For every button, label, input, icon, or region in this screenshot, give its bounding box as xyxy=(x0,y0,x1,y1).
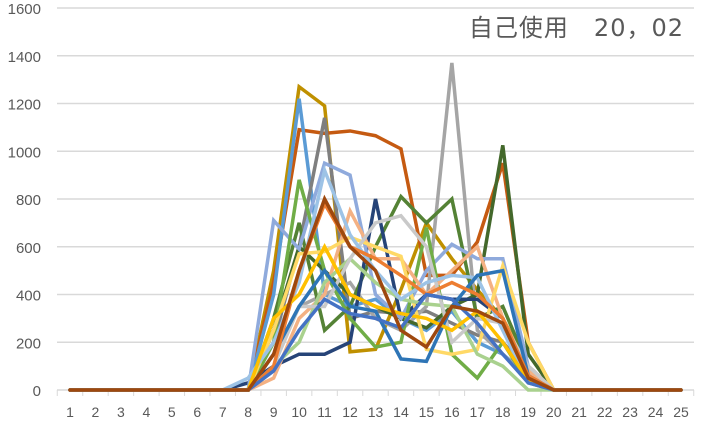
y-tick-label: 400 xyxy=(16,288,41,305)
x-tick-label: 10 xyxy=(291,404,307,420)
x-tick-label: 1 xyxy=(66,404,74,420)
x-tick-label: 15 xyxy=(419,404,435,420)
series-lines xyxy=(68,62,683,392)
x-tick-label: 11 xyxy=(317,404,332,420)
x-tick-label: 3 xyxy=(117,404,125,420)
series-line xyxy=(68,62,683,392)
x-tick-label: 8 xyxy=(244,404,252,420)
x-tick-label: 22 xyxy=(597,404,613,420)
x-tick-label: 20 xyxy=(546,404,562,420)
y-tick-label: 1400 xyxy=(8,49,41,66)
y-tick-label: 0 xyxy=(33,383,41,400)
x-tick-label: 18 xyxy=(495,404,511,420)
x-tick-label: 17 xyxy=(470,404,486,420)
y-axis-tick-labels: 0 200 400 600 800 1000 1200 1400 1600 xyxy=(8,1,41,400)
y-tick-label: 200 xyxy=(16,335,41,352)
x-tick-label: 12 xyxy=(342,404,358,420)
x-tick-label: 9 xyxy=(270,404,278,420)
x-axis: 1 2 3 4 5 6 7 8 9 10 11 12 13 14 15 16 17 18 19 20 21 22 23 24 2… xyxy=(56,389,695,420)
series-line xyxy=(68,256,683,392)
y-tick-label: 600 xyxy=(16,240,41,257)
x-tick-label: 16 xyxy=(444,404,460,420)
y-tick-label: 1200 xyxy=(8,97,41,114)
chart-title: 自己使用 20，02 xyxy=(468,14,684,42)
x-tick-label: 25 xyxy=(673,404,689,420)
x-tick-label: 24 xyxy=(648,404,664,420)
y-tick-label: 800 xyxy=(16,192,41,209)
y-tick-label: 1000 xyxy=(8,144,41,161)
x-tick-label: 2 xyxy=(92,404,100,420)
y-tick-label: 1600 xyxy=(8,1,41,18)
series-line xyxy=(68,160,683,392)
x-tick-label: 14 xyxy=(393,404,409,420)
x-tick-label: 7 xyxy=(219,404,227,420)
x-tick-label: 13 xyxy=(368,404,384,420)
series-line xyxy=(68,179,683,392)
x-tick-label: 6 xyxy=(193,404,201,420)
series-line xyxy=(68,194,683,392)
x-tick-label: 19 xyxy=(520,404,536,420)
x-tick-label: 5 xyxy=(168,404,176,420)
x-tick-label: 21 xyxy=(571,404,587,420)
series-line xyxy=(68,213,683,392)
x-tick-label: 23 xyxy=(622,404,638,420)
x-tick-label: 4 xyxy=(142,404,150,420)
